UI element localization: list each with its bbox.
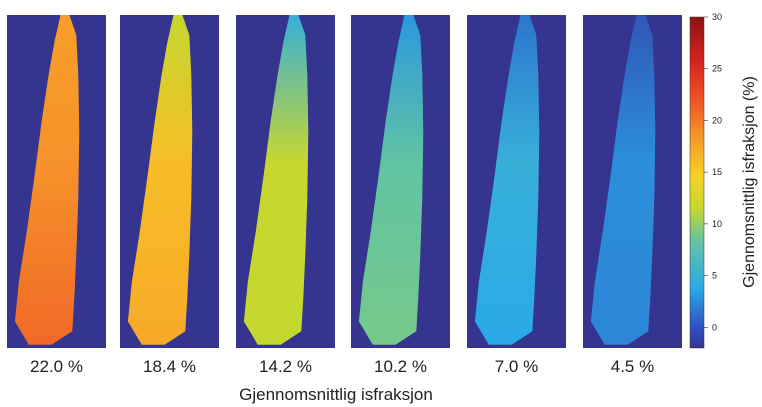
heatmap-panels: 22.0 % 18.4 % 14.2 % 10.2 % 7.0 % 4.5 % <box>7 15 682 376</box>
panel-label: 7.0 % <box>495 357 538 376</box>
panel-label: 4.5 % <box>611 357 654 376</box>
panel-3: 14.2 % <box>236 15 335 376</box>
colorbar-label: Gjennomsnittlig isfraksjon (%) <box>741 76 758 288</box>
colorbar-tick-label: 10 <box>712 219 722 229</box>
panel-1: 22.0 % <box>7 15 106 376</box>
colorbar: 30 25 20 15 10 5 0 <box>689 12 722 349</box>
colorbar-ticks: 30 25 20 15 10 5 0 <box>704 12 722 332</box>
panel-4: 10.2 % <box>351 15 450 376</box>
panel-label: 14.2 % <box>259 357 312 376</box>
ice-fraction-field <box>127 15 193 345</box>
colorbar-tick-label: 25 <box>712 64 722 74</box>
colorbar-tick-label: 15 <box>712 167 722 177</box>
ice-fraction-field <box>358 15 424 345</box>
panel-label: 22.0 % <box>30 357 83 376</box>
ice-fraction-field <box>14 15 80 345</box>
colorbar-tick-label: 20 <box>712 115 722 125</box>
panel-label: 18.4 % <box>143 357 196 376</box>
colorbar-gradient <box>689 16 705 349</box>
panel-label: 10.2 % <box>374 357 427 376</box>
colorbar-tick-label: 5 <box>712 271 717 281</box>
ice-fraction-field <box>474 15 540 345</box>
ice-fraction-field <box>243 15 309 345</box>
x-axis-title: Gjennomsnittlig isfraksjon <box>239 385 433 404</box>
ice-fraction-field <box>590 15 656 345</box>
colorbar-tick-label: 0 <box>712 322 717 332</box>
panel-2: 18.4 % <box>120 15 219 376</box>
colorbar-tick-label: 30 <box>712 12 722 22</box>
panel-6: 4.5 % <box>583 15 682 376</box>
panel-5: 7.0 % <box>467 15 566 376</box>
